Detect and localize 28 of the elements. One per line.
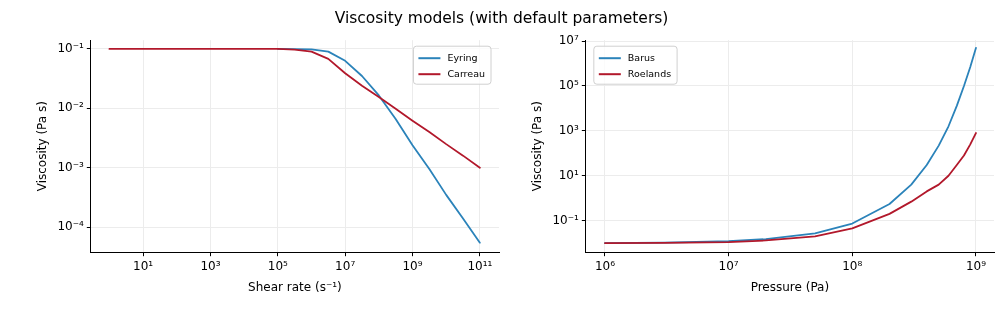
chart-title: Viscosity models (with default parameters) — [333, 9, 670, 27]
x-tick-label: 10¹ — [133, 258, 154, 273]
x-tick-label: 10⁷ — [335, 258, 356, 273]
x-tick-label: 10⁹ — [965, 258, 987, 273]
legend-label: Barus — [627, 51, 656, 63]
x-tick-label: 10³ — [200, 258, 221, 273]
y-tick-label: 10⁷ — [558, 33, 579, 48]
y-axis-title: Viscosity (Pa s) — [35, 101, 50, 192]
x-tick-label: 10⁷ — [718, 258, 739, 273]
y-tick-label: 10⁻² — [57, 100, 84, 115]
x-tick-label: 10⁹ — [402, 258, 423, 273]
x-axis-title: Shear rate (s⁻¹) — [248, 279, 342, 294]
x-tick-label: 10⁶ — [594, 258, 616, 273]
y-tick-label: 10⁻¹ — [57, 41, 84, 56]
x-tick-label: 10⁸ — [842, 258, 863, 273]
x-tick-label: 10¹¹ — [467, 258, 493, 273]
legend-label: Carreau — [447, 67, 485, 79]
y-tick-label: 10³ — [558, 122, 579, 137]
x-tick-label: 10⁵ — [267, 258, 289, 273]
y-tick-label: 10⁻¹ — [552, 212, 579, 227]
x-axis-title: Pressure (Pa) — [750, 279, 830, 294]
legend-label: Roelands — [627, 67, 672, 79]
y-tick-label: 10⁻⁴ — [57, 219, 84, 234]
y-axis-title: Viscosity (Pa s) — [530, 101, 545, 192]
y-tick-label: 10⁵ — [558, 78, 579, 93]
y-tick-label: 10⁻³ — [57, 159, 84, 174]
y-tick-label: 10¹ — [558, 167, 579, 182]
legend-label: Eyring — [447, 51, 478, 63]
